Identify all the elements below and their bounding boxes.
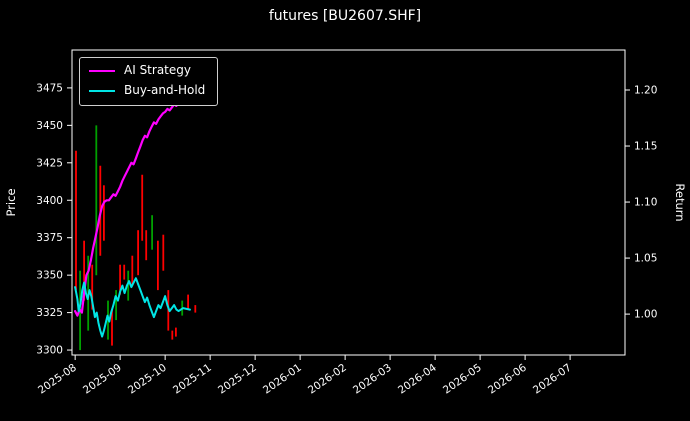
left-tick-label: 3425 xyxy=(36,157,63,169)
left-tick-label: 3450 xyxy=(36,120,63,132)
x-tick-label: 2026-06 xyxy=(486,361,529,396)
x-tick-label: 2025-08 xyxy=(36,362,79,397)
series-line-buy-and-hold xyxy=(74,277,191,338)
buy-and-hold-line-swatch xyxy=(89,89,115,92)
chart-title: futures [BU2607.SHF] xyxy=(268,8,422,24)
left-tick-label: 3475 xyxy=(36,82,63,94)
legend-item-buy-and-hold: Buy-and-Hold xyxy=(89,82,206,98)
x-tick-label: 2025-11 xyxy=(171,362,214,397)
x-tick-label: 2026-02 xyxy=(306,362,349,397)
legend-label-buy-and-hold: Buy-and-Hold xyxy=(124,82,206,97)
legend-item-ai-strategy: AI Strategy xyxy=(89,63,205,78)
right-tick-label: 1.05 xyxy=(634,253,657,265)
x-tick-label: 2026-03 xyxy=(351,362,394,397)
left-axis-title: Price xyxy=(4,188,18,216)
left-tick-label: 3325 xyxy=(36,307,63,319)
ai-strategy-line-swatch xyxy=(89,69,115,72)
left-tick-label: 3400 xyxy=(36,195,63,207)
x-tick-label: 2026-01 xyxy=(261,362,304,397)
legend: AI Strategy Buy-and-Hold xyxy=(79,57,219,106)
right-axis-title: Return xyxy=(673,183,687,221)
x-tick-label: 2026-07 xyxy=(531,362,574,397)
legend-label-ai-strategy: AI Strategy xyxy=(124,63,191,77)
left-tick-label: 3375 xyxy=(36,232,63,244)
right-tick-label: 1.20 xyxy=(634,85,657,97)
series-line-ai-strategy xyxy=(73,100,185,317)
right-tick-label: 1.15 xyxy=(634,141,657,153)
left-tick-label: 3350 xyxy=(36,270,63,282)
right-tick-label: 1.00 xyxy=(634,309,657,321)
left-tick-label: 3300 xyxy=(36,345,63,357)
x-tick-label: 2025-10 xyxy=(126,362,169,397)
x-tick-label: 2025-09 xyxy=(81,362,124,397)
x-tick-label: 2026-05 xyxy=(441,362,484,397)
x-tick-label: 2026-04 xyxy=(396,361,439,396)
right-tick-label: 1.10 xyxy=(634,197,657,209)
x-tick-label: 2025-12 xyxy=(216,362,259,397)
